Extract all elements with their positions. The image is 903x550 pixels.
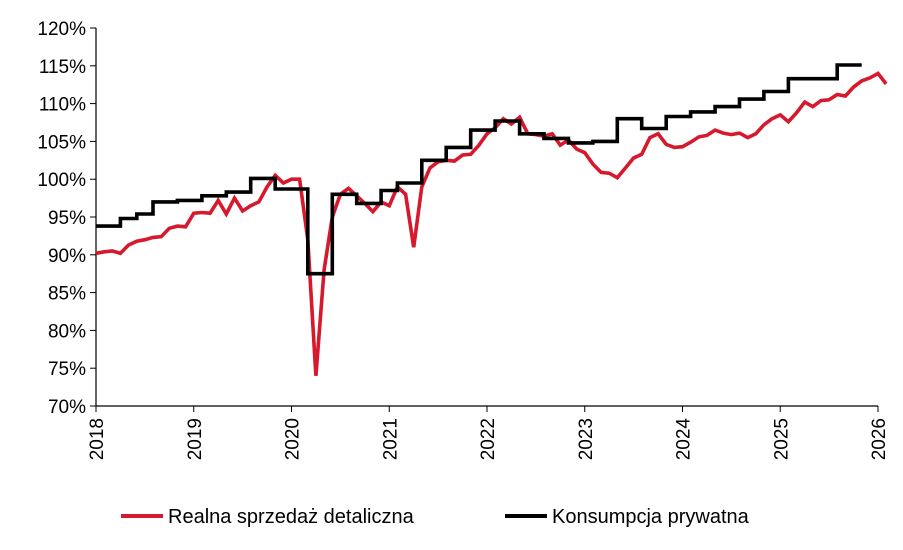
x-tick-label: 2024 bbox=[674, 418, 695, 461]
chart-axes: 70% 75% 80% 85% 90% 95% 100% 105% 110% 115% 120% 20… bbox=[37, 19, 890, 460]
y-tick-label: 90% bbox=[48, 246, 86, 267]
y-tick-label: 120% bbox=[37, 19, 86, 40]
x-tick-label: 2026 bbox=[869, 418, 890, 460]
y-tick-label: 100% bbox=[37, 170, 86, 191]
x-tick-label: 2020 bbox=[283, 418, 304, 460]
chart-legend: Realna sprzedaż detaliczna Konsumpcja pry… bbox=[121, 506, 750, 528]
y-tick-label: 110% bbox=[39, 95, 86, 116]
series-line-retail-sales bbox=[95, 71, 888, 376]
y-tick-label: 70% bbox=[48, 397, 86, 418]
x-tick-label: 2023 bbox=[576, 418, 597, 460]
x-tick-label: 2025 bbox=[771, 418, 792, 460]
x-tick-label: 2019 bbox=[185, 418, 206, 460]
x-tick-label: 2022 bbox=[478, 418, 499, 460]
chart-plot-area bbox=[95, 63, 888, 376]
x-tick-label: 2021 bbox=[380, 418, 401, 460]
y-tick-label: 115% bbox=[39, 57, 86, 78]
y-tick-label: 85% bbox=[48, 284, 86, 305]
legend-label: Konsumpcja prywatna bbox=[552, 506, 750, 528]
legend-label: Realna sprzedaż detaliczna bbox=[168, 506, 415, 528]
x-tick-label: 2018 bbox=[87, 418, 108, 460]
y-tick-label: 95% bbox=[48, 208, 86, 229]
y-tick-label: 80% bbox=[48, 321, 86, 342]
y-tick-label: 105% bbox=[37, 132, 86, 153]
series-line-private-consumption bbox=[96, 63, 862, 276]
y-tick-label: 75% bbox=[48, 359, 86, 380]
